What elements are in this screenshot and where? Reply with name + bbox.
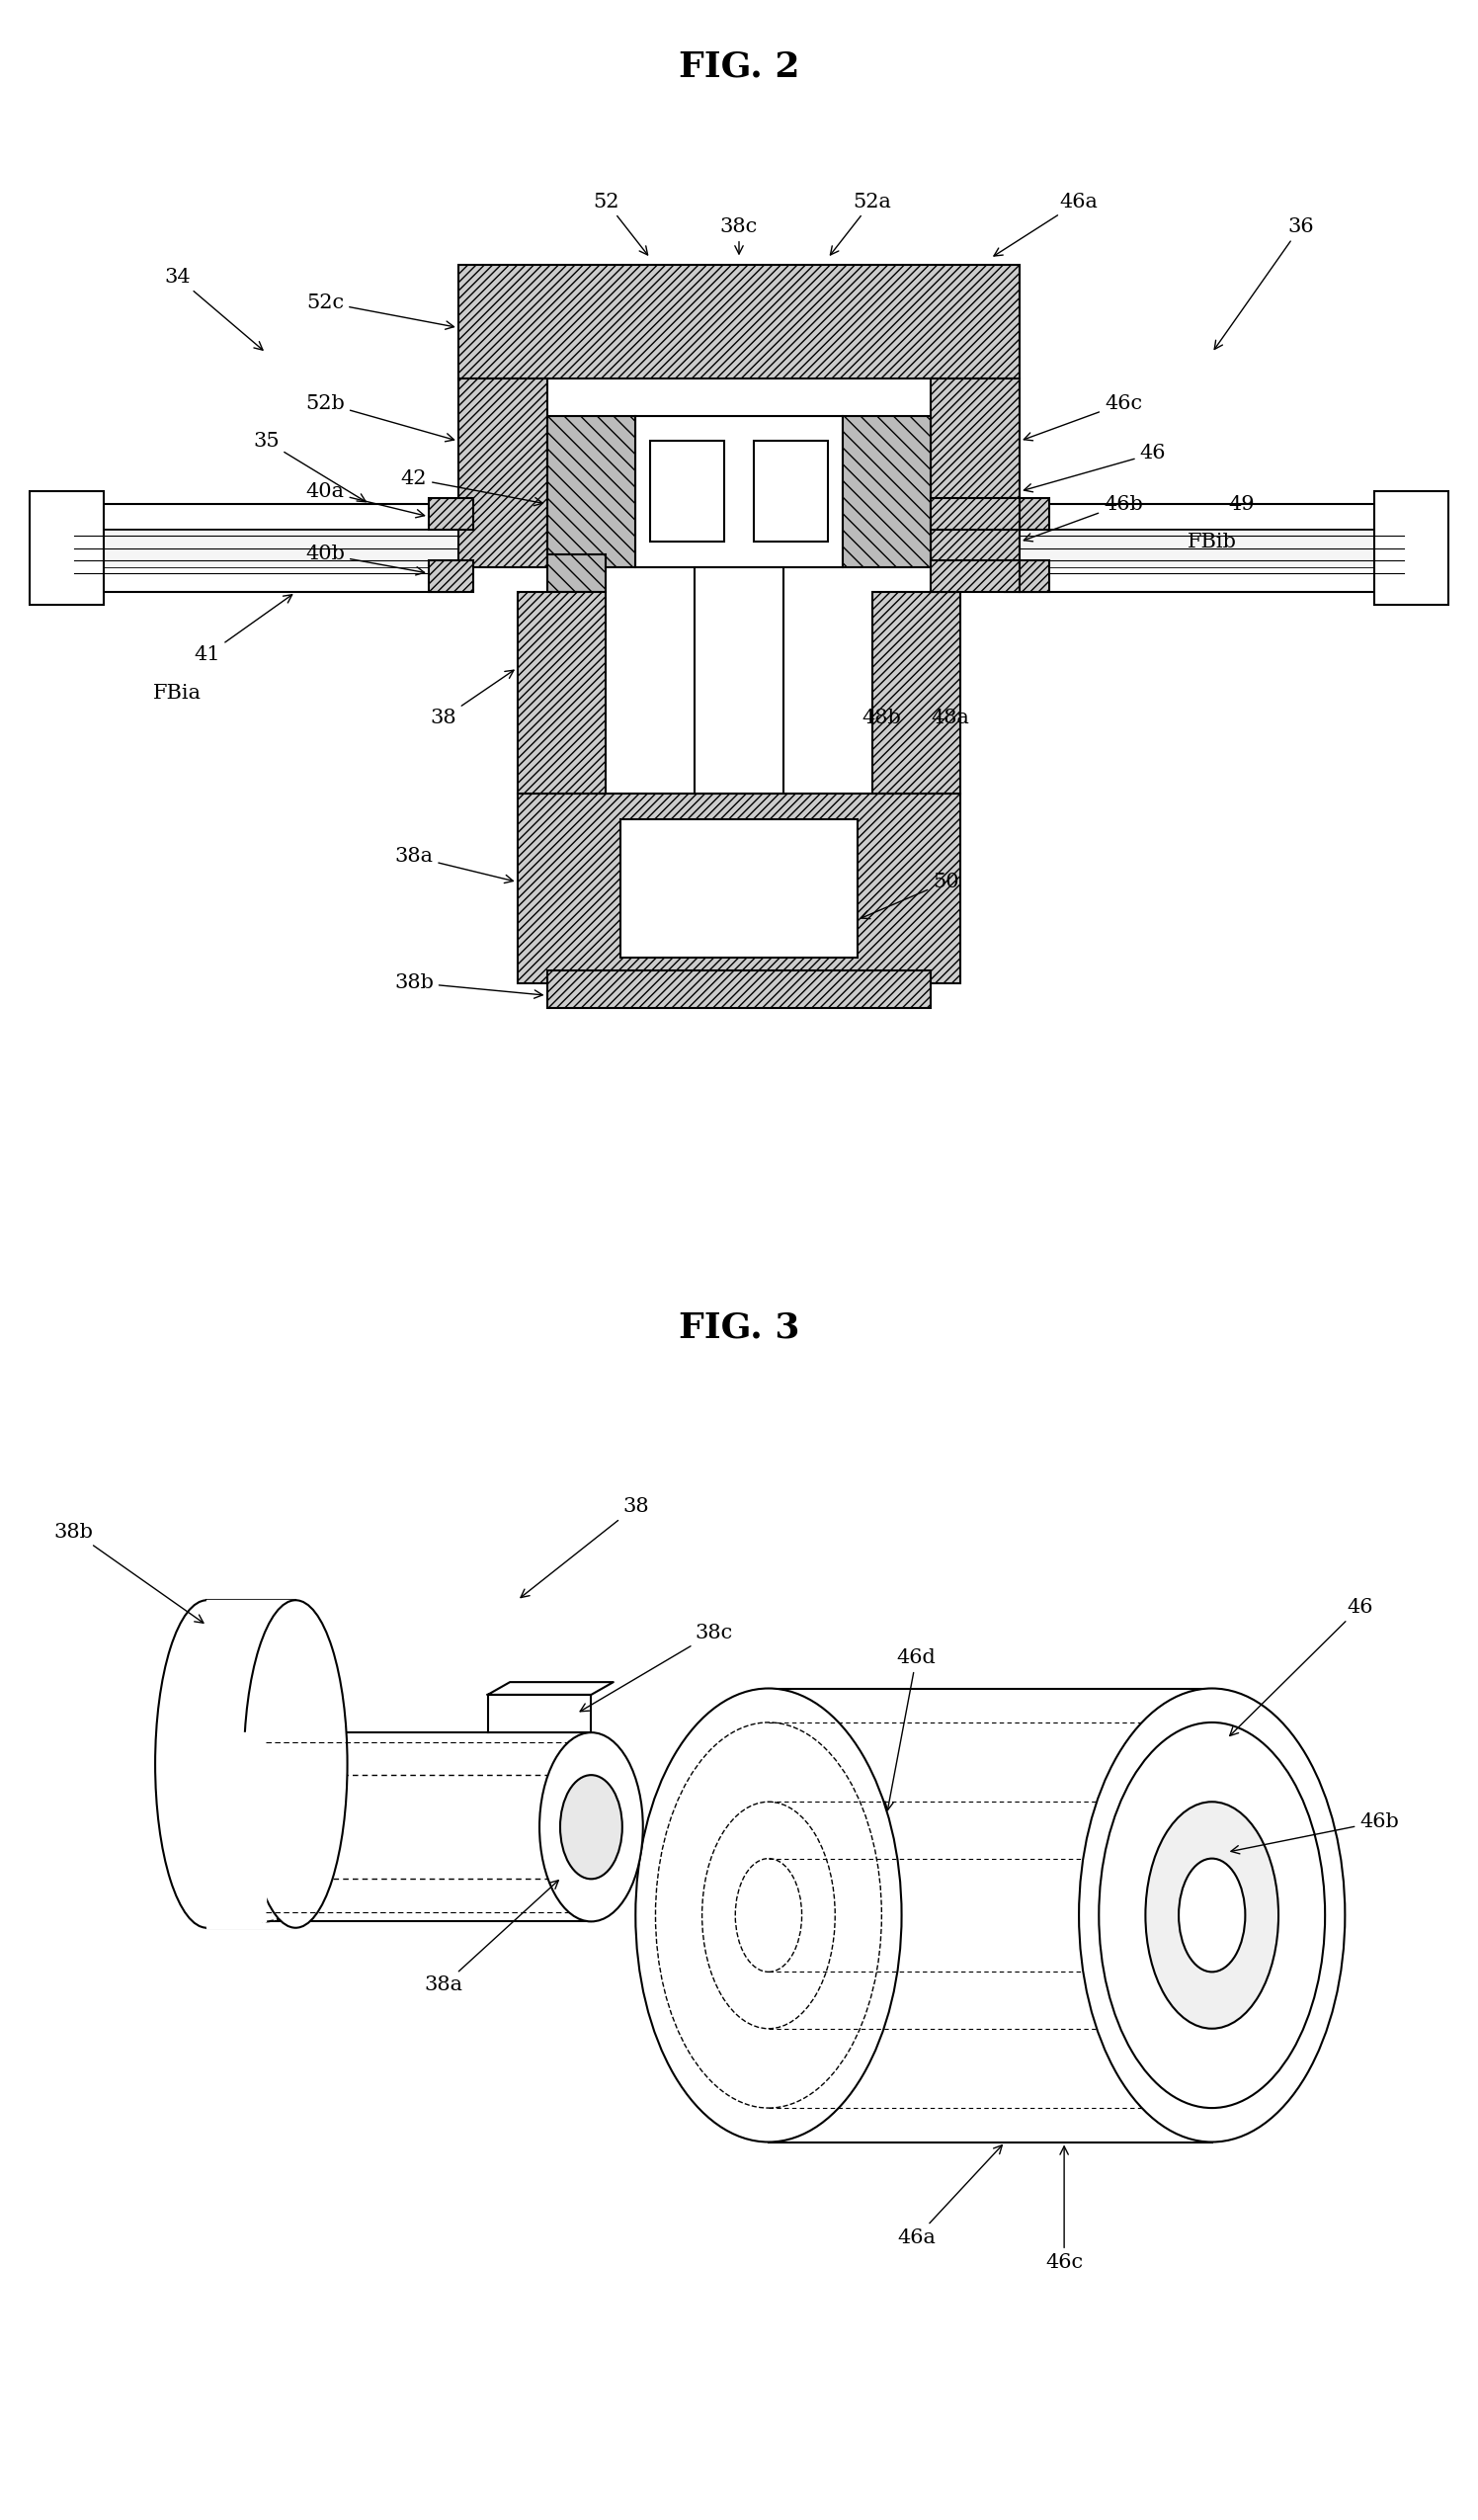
Bar xyxy=(754,441,828,542)
Bar xyxy=(931,562,1020,592)
Text: 46b: 46b xyxy=(1024,494,1142,542)
Bar xyxy=(30,491,103,605)
Text: 46: 46 xyxy=(1230,1598,1373,1736)
Bar xyxy=(517,592,606,794)
Bar xyxy=(429,499,473,529)
Bar xyxy=(1020,529,1404,567)
Bar xyxy=(429,562,473,592)
Text: 50: 50 xyxy=(862,872,959,920)
Bar xyxy=(931,378,1020,567)
Bar xyxy=(1005,499,1049,529)
Text: 46d: 46d xyxy=(885,1648,936,1809)
Text: 46a: 46a xyxy=(993,192,1098,257)
Bar xyxy=(650,441,724,542)
Bar xyxy=(1020,567,1404,592)
Ellipse shape xyxy=(636,1688,902,2142)
Text: 49: 49 xyxy=(1228,494,1255,514)
Text: FIG. 2: FIG. 2 xyxy=(678,50,800,83)
Bar xyxy=(74,504,458,529)
Text: 40b: 40b xyxy=(306,544,424,575)
Text: 38b: 38b xyxy=(55,1522,204,1623)
Text: 41: 41 xyxy=(194,595,293,665)
Polygon shape xyxy=(488,1683,613,1693)
Bar xyxy=(547,970,931,1008)
Ellipse shape xyxy=(539,1734,643,1920)
Bar xyxy=(458,265,1020,378)
Bar xyxy=(621,819,857,958)
Text: 46c: 46c xyxy=(1024,393,1142,441)
Text: 48a: 48a xyxy=(931,708,970,728)
Text: 46b: 46b xyxy=(1231,1812,1400,1855)
Bar xyxy=(636,416,842,567)
Text: 40a: 40a xyxy=(306,481,424,517)
Ellipse shape xyxy=(214,1734,318,1920)
Ellipse shape xyxy=(1178,1860,1244,1971)
Bar xyxy=(547,416,636,567)
Bar xyxy=(842,416,931,567)
Text: 38c: 38c xyxy=(720,217,758,255)
Text: 38: 38 xyxy=(430,670,514,728)
Text: 38a: 38a xyxy=(424,1880,559,1996)
Ellipse shape xyxy=(155,1600,259,1928)
Bar xyxy=(1020,504,1404,529)
Ellipse shape xyxy=(1100,1724,1324,2107)
Text: 35: 35 xyxy=(253,431,367,501)
Text: 52c: 52c xyxy=(306,292,454,330)
Text: 38a: 38a xyxy=(395,847,513,882)
Text: FIG. 3: FIG. 3 xyxy=(678,1310,800,1343)
Polygon shape xyxy=(488,1693,591,1734)
Text: FBia: FBia xyxy=(154,683,201,703)
Text: 34: 34 xyxy=(164,267,263,350)
Bar xyxy=(547,554,606,592)
Bar xyxy=(74,529,458,567)
Bar xyxy=(458,378,547,567)
Bar xyxy=(1375,491,1448,605)
Text: 52: 52 xyxy=(593,192,647,255)
Bar xyxy=(695,567,783,794)
Ellipse shape xyxy=(244,1600,347,1928)
Text: 52a: 52a xyxy=(831,192,891,255)
Text: 38: 38 xyxy=(520,1497,649,1598)
Text: 36: 36 xyxy=(1215,217,1314,350)
Text: 48b: 48b xyxy=(862,708,902,728)
Ellipse shape xyxy=(1145,1802,1278,2029)
Bar xyxy=(517,794,961,983)
Text: 42: 42 xyxy=(401,469,542,507)
Bar xyxy=(872,592,961,794)
Text: 52b: 52b xyxy=(306,393,454,441)
Text: 46a: 46a xyxy=(897,2145,1002,2248)
Text: 46: 46 xyxy=(1024,444,1166,491)
Bar xyxy=(74,567,458,592)
Text: 38b: 38b xyxy=(395,973,542,998)
Text: 46c: 46c xyxy=(1045,2147,1083,2273)
Ellipse shape xyxy=(560,1774,622,1880)
Bar xyxy=(931,499,1020,529)
Bar xyxy=(1005,562,1049,592)
Text: FBib: FBib xyxy=(1187,532,1237,552)
Text: 38c: 38c xyxy=(579,1623,733,1711)
Ellipse shape xyxy=(1079,1688,1345,2142)
